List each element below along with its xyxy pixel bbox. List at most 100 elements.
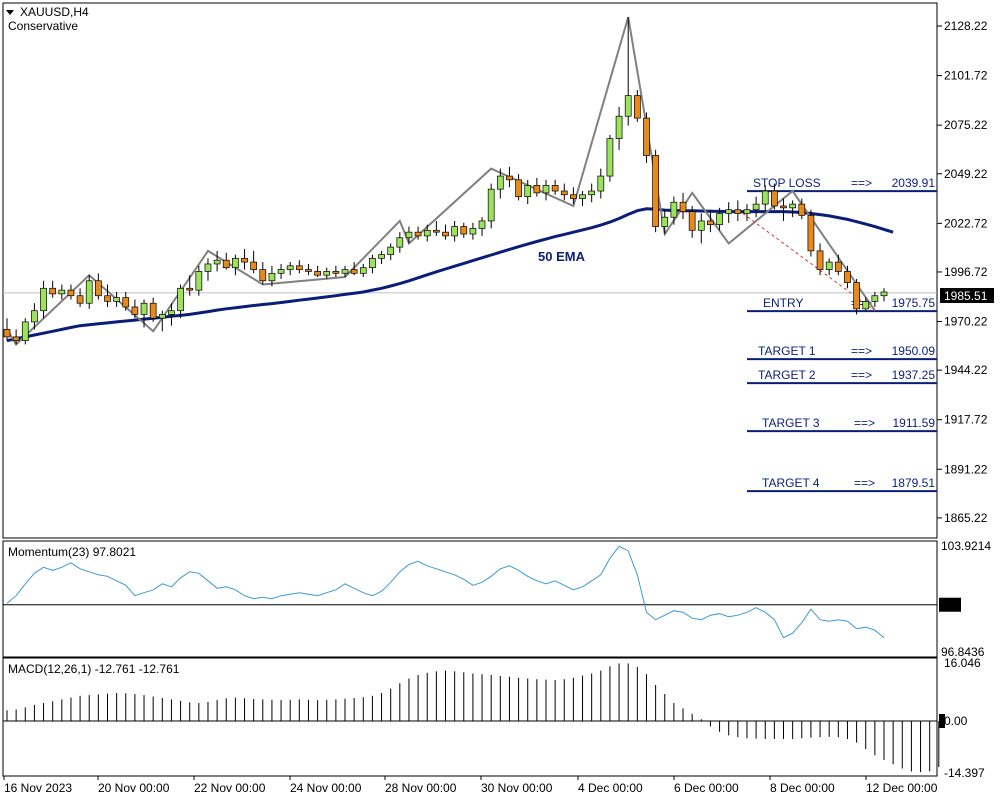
level-arrow: ==> bbox=[851, 176, 872, 190]
macd-histogram bbox=[3, 663, 940, 773]
time-tick-label: 16 Nov 2023 bbox=[4, 781, 72, 795]
candle-body bbox=[140, 302, 148, 315]
candle-body bbox=[451, 226, 458, 237]
candle-body bbox=[624, 95, 632, 117]
candle-body bbox=[862, 301, 870, 310]
candle-body bbox=[31, 310, 38, 323]
candle-body bbox=[277, 269, 285, 274]
price-tick-label: 1996.72 bbox=[944, 265, 988, 279]
momentum-level-tag bbox=[939, 597, 961, 612]
candle-body bbox=[652, 155, 659, 227]
candle-body bbox=[761, 190, 769, 205]
candle-body bbox=[213, 259, 221, 265]
candle-body bbox=[186, 287, 194, 291]
candle-body bbox=[880, 291, 888, 297]
macd-tick-label: -14.397 bbox=[944, 766, 985, 780]
level-value: 1950.09 bbox=[892, 344, 936, 358]
macd-panel[interactable] bbox=[2, 657, 938, 777]
current-price-value: 1985.51 bbox=[944, 289, 988, 303]
price-tick-label: 2101.72 bbox=[944, 69, 988, 83]
macd-zero-tag bbox=[939, 714, 945, 728]
candle-body bbox=[588, 190, 596, 196]
candle-body bbox=[250, 261, 258, 270]
main-price-panel[interactable] bbox=[2, 2, 938, 539]
candle-body bbox=[113, 297, 120, 302]
symbol-label: XAUUSD,H4 bbox=[20, 5, 89, 19]
candle-body bbox=[76, 295, 84, 304]
candle-body bbox=[241, 257, 248, 263]
candle-body bbox=[679, 201, 687, 212]
candle-body bbox=[3, 329, 11, 338]
time-axis: 16 Nov 2023 20 Nov 00:00 22 Nov 00:00 24 No… bbox=[3, 776, 938, 795]
dropdown-triangle-icon[interactable] bbox=[6, 10, 14, 15]
candle-body bbox=[743, 209, 751, 214]
candle-body bbox=[579, 194, 586, 199]
candle-body bbox=[643, 117, 650, 156]
candle-body bbox=[423, 229, 431, 237]
level-label: TARGET 1 bbox=[758, 344, 816, 358]
candle-body bbox=[816, 250, 824, 270]
candle-body bbox=[158, 314, 166, 319]
price-tick-label: 2049.22 bbox=[944, 167, 988, 181]
candle-body bbox=[597, 175, 605, 192]
time-tick-label: 30 Nov 00:00 bbox=[481, 781, 553, 795]
time-tick-label: 12 Dec 00:00 bbox=[866, 781, 938, 795]
candle-body bbox=[670, 201, 678, 218]
price-tick-label: 1970.22 bbox=[944, 315, 988, 329]
candle-body bbox=[442, 231, 449, 237]
candle-body bbox=[268, 272, 276, 282]
candle-body bbox=[633, 95, 641, 119]
ema-label: 50 EMA bbox=[538, 249, 586, 264]
candle-body bbox=[487, 188, 495, 222]
candle-body bbox=[533, 185, 541, 194]
candle-body bbox=[834, 261, 842, 272]
candle-body bbox=[222, 259, 230, 269]
candle-body bbox=[707, 220, 714, 226]
candle-body bbox=[232, 257, 239, 269]
macd-axis: 16.046 0.00 -14.397 bbox=[939, 656, 985, 780]
candle-body bbox=[615, 115, 623, 140]
candle-body bbox=[798, 203, 806, 216]
price-tick-label: 2022.72 bbox=[944, 216, 988, 230]
candle-body bbox=[286, 265, 294, 270]
candle-body bbox=[506, 175, 513, 181]
candle-body bbox=[396, 237, 404, 248]
level-arrow: ==> bbox=[854, 416, 875, 430]
level-value: 1911.59 bbox=[893, 416, 936, 430]
candle-body bbox=[305, 269, 312, 272]
level-label: TARGET 3 bbox=[762, 416, 820, 430]
momentum-title: Momentum(23) 97.8021 bbox=[8, 545, 136, 559]
level-label: ENTRY bbox=[763, 296, 803, 310]
price-tick-label: 2128.22 bbox=[944, 19, 988, 33]
candle-body bbox=[789, 203, 796, 209]
momentum-panel[interactable] bbox=[2, 540, 938, 658]
candle-body bbox=[168, 310, 175, 315]
candle-body bbox=[414, 231, 422, 237]
momentum-tick-label: 96.8436 bbox=[941, 645, 985, 659]
candle-body bbox=[259, 269, 267, 282]
candle-body bbox=[369, 257, 376, 269]
candle-body bbox=[332, 271, 340, 274]
candle-body bbox=[725, 209, 733, 214]
time-tick-label: 24 Nov 00:00 bbox=[290, 781, 362, 795]
candle-body bbox=[341, 269, 349, 274]
candle-body bbox=[752, 203, 760, 211]
candle-body bbox=[570, 194, 577, 199]
time-tick-label: 20 Nov 00:00 bbox=[98, 781, 170, 795]
momentum-axis: 103.9214 100 96.8436 bbox=[939, 539, 991, 659]
macd-title: MACD(12,26,1) -12.761 -12.761 bbox=[8, 662, 180, 676]
candle-body bbox=[551, 185, 559, 192]
candle-body bbox=[524, 185, 532, 197]
candle-body bbox=[350, 269, 358, 274]
level-value: 2039.91 bbox=[892, 176, 936, 190]
momentum-tick-label: 100 bbox=[941, 598, 961, 612]
price-tick-label: 1865.22 bbox=[944, 511, 988, 525]
candle-body bbox=[323, 271, 331, 276]
candle-body bbox=[771, 190, 778, 207]
level-label: TARGET 2 bbox=[758, 368, 816, 382]
candle-body bbox=[825, 261, 833, 270]
level-arrow: ==> bbox=[854, 476, 875, 490]
time-tick-label: 4 Dec 00:00 bbox=[578, 781, 643, 795]
candle-body bbox=[478, 220, 486, 229]
